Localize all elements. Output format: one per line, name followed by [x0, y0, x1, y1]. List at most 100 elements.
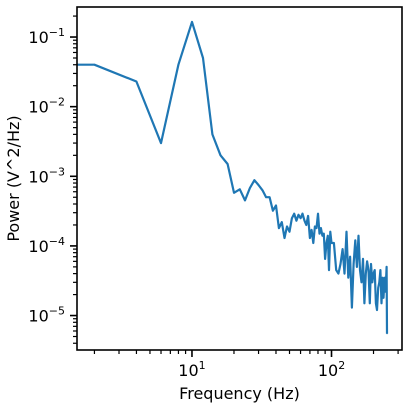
data-point: [249, 187, 251, 189]
y-tick-exponent: −5: [49, 305, 65, 318]
data-point: [278, 227, 280, 229]
y-tick-label: 10−1: [28, 26, 65, 47]
data-point: [233, 192, 235, 194]
data-point: [337, 273, 339, 275]
data-point: [330, 242, 333, 244]
x-axis-label: Frequency (Hz): [179, 384, 300, 403]
x-tick-base: 10: [178, 361, 198, 380]
data-point: [315, 227, 318, 229]
y-tick-exponent: −3: [49, 165, 65, 178]
y-tick-base: 10: [28, 167, 48, 186]
data-point: [356, 266, 358, 268]
data-point: [177, 64, 180, 66]
data-point: [370, 263, 372, 265]
data-point: [375, 302, 377, 304]
data-point: [362, 258, 364, 260]
data-point: [376, 309, 378, 311]
data-point: [381, 277, 384, 279]
data-point: [357, 235, 360, 237]
data-point: [301, 213, 304, 215]
data-point: [383, 277, 386, 279]
data-point: [318, 233, 321, 235]
data-point: [317, 213, 319, 215]
data-point: [226, 163, 229, 165]
y-axis-label: Power (V^2/Hz): [4, 115, 23, 241]
data-point: [360, 281, 363, 283]
y-tick-base: 10: [28, 98, 48, 117]
data-point: [307, 215, 309, 217]
data-point: [367, 269, 370, 271]
data-point: [311, 229, 313, 231]
data-point: [369, 302, 371, 304]
data-point: [202, 57, 204, 59]
data-point: [365, 273, 367, 275]
data-point: [339, 263, 342, 265]
data-point: [343, 273, 346, 275]
data-point: [219, 154, 222, 156]
data-point: [265, 196, 267, 198]
data-point: [379, 269, 381, 271]
data-point: [363, 302, 365, 304]
data-point: [305, 224, 307, 226]
data-point: [211, 133, 213, 135]
data-point: [341, 248, 344, 250]
data-point: [372, 273, 375, 275]
data-point: [349, 256, 351, 258]
data-point: [385, 266, 388, 268]
x-tick-exponent: 2: [338, 359, 345, 372]
data-point: [324, 258, 326, 260]
y-tick-exponent: −1: [49, 26, 65, 39]
data-point: [377, 287, 379, 289]
data-point: [314, 225, 316, 228]
data-point: [320, 227, 322, 229]
y-tick-label: 10−3: [28, 165, 65, 186]
data-point: [272, 210, 274, 212]
x-tick-base: 10: [318, 361, 338, 380]
data-point: [380, 302, 383, 304]
data-point: [295, 220, 297, 222]
data-point: [312, 242, 314, 244]
data-point: [386, 333, 388, 335]
data-point: [261, 189, 264, 191]
data-point: [329, 231, 331, 233]
data-point: [378, 281, 380, 283]
data-point: [288, 231, 291, 233]
data-point: [281, 221, 283, 223]
data-point: [291, 217, 293, 219]
data-point: [354, 239, 356, 242]
y-tick-exponent: −2: [49, 96, 65, 109]
y-tick-label: 10−2: [28, 96, 65, 117]
data-point: [351, 307, 353, 309]
data-point: [335, 269, 337, 271]
data-point: [325, 242, 328, 244]
x-tick-label: 102: [318, 359, 345, 380]
data-point: [309, 237, 311, 239]
data-point: [321, 235, 323, 237]
data-point: [191, 21, 193, 23]
data-point: [283, 237, 286, 239]
data-point: [135, 80, 138, 83]
data-point: [160, 142, 162, 144]
data-point: [257, 184, 260, 186]
data-point: [253, 179, 255, 181]
data-point: [382, 297, 385, 299]
data-point: [374, 269, 376, 271]
data-point: [303, 220, 306, 222]
data-point: [347, 277, 349, 279]
data-point: [384, 291, 387, 293]
series-layer: [76, 20, 389, 335]
y-tick-base: 10: [28, 307, 48, 326]
data-point: [93, 64, 96, 66]
data-point: [328, 269, 330, 271]
y-tick-base: 10: [28, 28, 48, 47]
data-point: [323, 233, 325, 235]
y-tick-label: 10−5: [28, 305, 65, 326]
data-point: [286, 225, 288, 228]
data-point: [268, 196, 271, 198]
x-tick-exponent: 1: [199, 359, 206, 372]
data-point: [359, 269, 361, 271]
data-point: [333, 242, 335, 244]
y-tick-base: 10: [28, 237, 48, 256]
y-tick-label: 10−4: [28, 235, 65, 256]
